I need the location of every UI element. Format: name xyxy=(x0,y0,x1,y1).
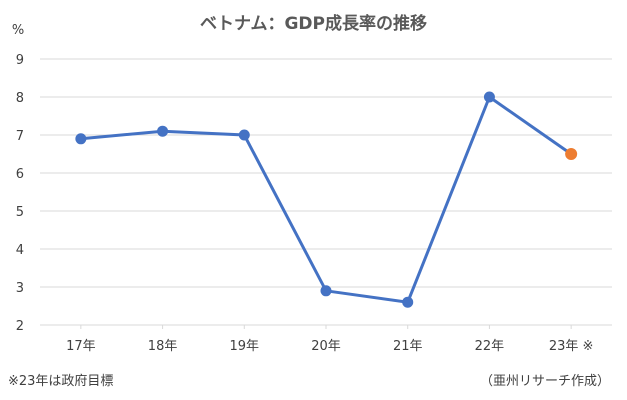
series-line-segment xyxy=(488,95,573,156)
chart-title: ベトナム：GDP成長率の推移 xyxy=(200,13,427,34)
y-tick-label: 2 xyxy=(16,319,24,334)
x-tick-label: 20年 xyxy=(311,339,341,354)
series-line xyxy=(80,96,491,304)
x-tick-label: 21年 xyxy=(393,339,423,354)
gridlines xyxy=(40,58,612,326)
data-point xyxy=(565,148,578,160)
y-tick-label: 7 xyxy=(16,129,24,144)
data-point xyxy=(402,296,414,308)
x-tick-label: 22年 xyxy=(475,339,505,354)
y-axis-unit-label: % xyxy=(12,23,24,38)
data-point xyxy=(75,133,87,145)
y-axis-ticks: 2 3 4 5 6 7 8 9 xyxy=(16,53,24,334)
data-point xyxy=(238,129,250,141)
chart-source: （亜州リサーチ作成） xyxy=(480,374,610,389)
y-tick-label: 8 xyxy=(16,91,24,106)
y-tick-label: 9 xyxy=(16,53,24,68)
x-tick-label: 17年 xyxy=(66,339,96,354)
series-line-group xyxy=(80,95,573,304)
x-axis-ticks: 17年 18年 19年 20年 21年 22年 23年 ※ xyxy=(66,325,593,354)
y-tick-label: 5 xyxy=(16,205,24,220)
x-tick-label: 19年 xyxy=(230,339,260,354)
x-tick-label: 18年 xyxy=(148,339,178,354)
chart-footnote: ※23年は政府目標 xyxy=(8,374,113,389)
y-tick-label: 4 xyxy=(16,243,24,258)
x-tick-label: 23年 ※ xyxy=(549,339,594,354)
data-point xyxy=(483,91,495,103)
data-point xyxy=(320,285,332,297)
y-tick-label: 6 xyxy=(16,167,24,182)
data-points xyxy=(75,91,578,308)
data-point xyxy=(157,125,169,137)
y-tick-label: 3 xyxy=(16,281,24,296)
